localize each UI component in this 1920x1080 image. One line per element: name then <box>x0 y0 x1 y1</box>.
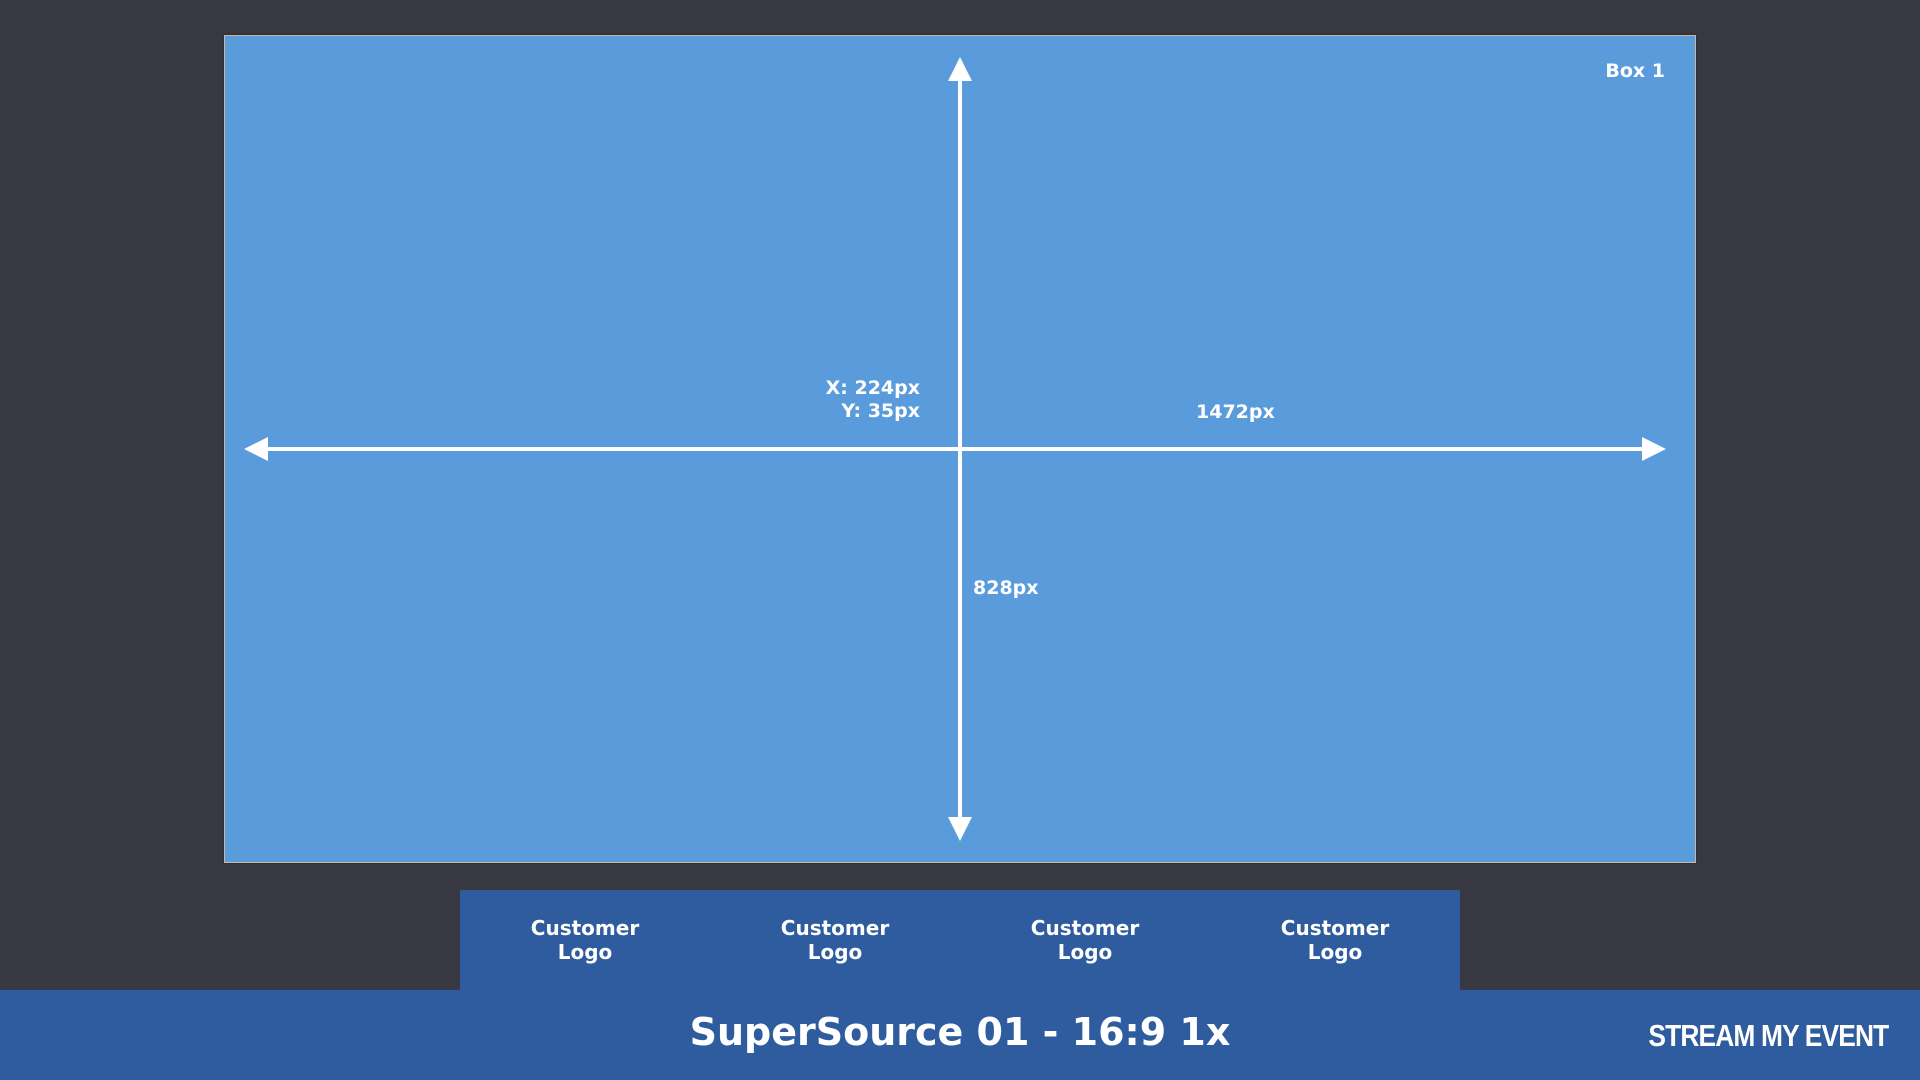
footer-bar: SuperSource 01 - 16:9 1x STREAM MY EVENT <box>0 990 1920 1080</box>
brand-logo: STREAM MY EVENT <box>1647 1018 1889 1053</box>
position-y-label: Y: 35px <box>841 400 920 422</box>
height-label: 828px <box>973 577 1039 599</box>
box-1-label: Box 1 <box>1605 60 1665 82</box>
page-title: SuperSource 01 - 16:9 1x <box>689 1010 1231 1054</box>
customer-logo-slot: Customer Logo <box>530 916 640 964</box>
box-1-region: Box 1 <box>224 35 1696 863</box>
customer-logo-slot: Customer Logo <box>1030 916 1140 964</box>
position-x-label: X: 224px <box>825 377 920 399</box>
width-label: 1472px <box>1196 401 1275 423</box>
customer-logo-slot: Customer Logo <box>780 916 890 964</box>
position-label: X: 224px Y: 35px <box>760 377 920 423</box>
customer-logo-slot: Customer Logo <box>1280 916 1390 964</box>
customer-logo-bar: Customer Logo Customer Logo Customer Log… <box>460 890 1460 990</box>
